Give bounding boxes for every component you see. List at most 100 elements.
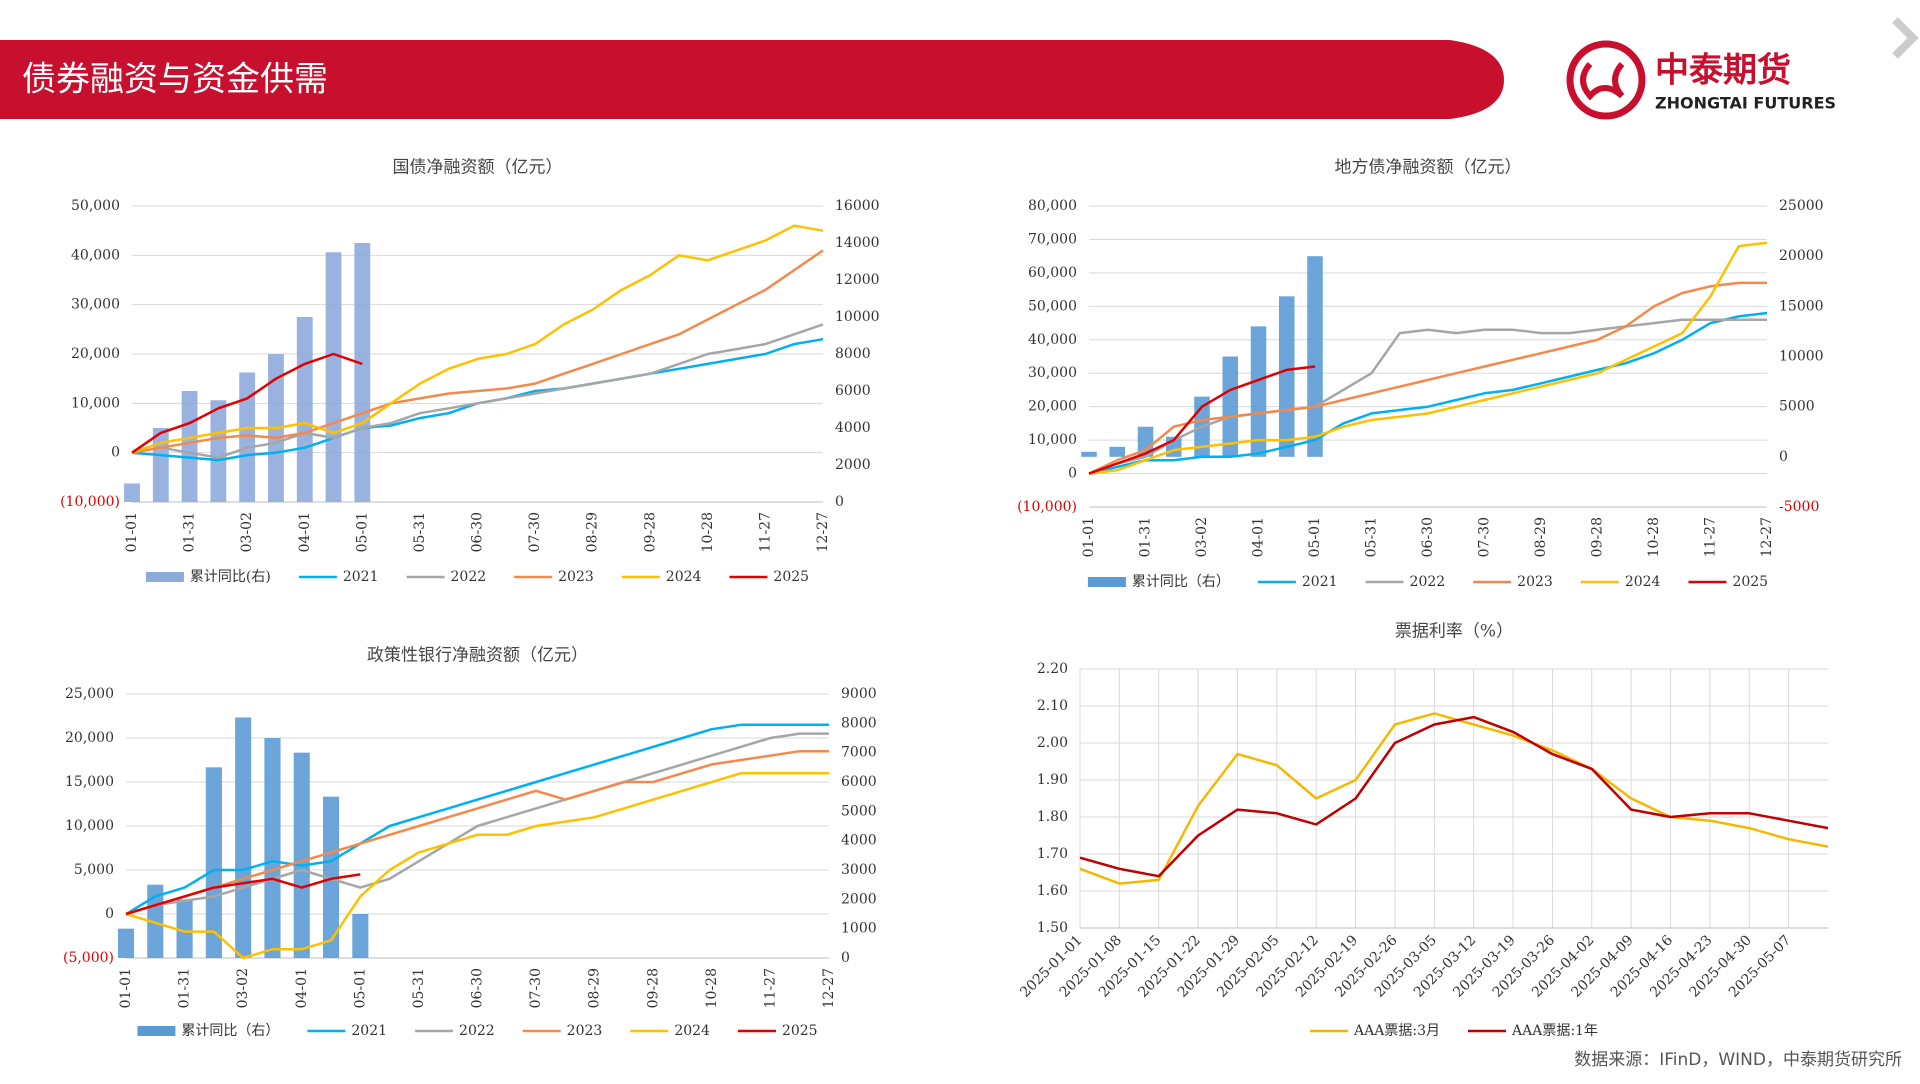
y-tick-label: (10,000) [60, 494, 120, 510]
legend: 累计同比（右） 2021 2022 2023 2024 2025 [1087, 574, 1768, 590]
y-tick-label: 50,000 [1028, 298, 1077, 314]
y-tick-label: 2.00 [1037, 735, 1068, 751]
legend-label: 2021 [343, 569, 379, 585]
y2-tick-label: 5000 [1779, 399, 1815, 415]
y-tick-label: (10,000) [1017, 499, 1077, 515]
legend-item: 2023 [1473, 574, 1553, 590]
y2-tick-label: 14000 [835, 235, 880, 251]
x-tick-label: 08-29 [1533, 517, 1549, 557]
y-tick-label: 25,000 [65, 686, 114, 702]
header-banner [0, 40, 1504, 119]
x-tick-label: 05-01 [1307, 517, 1323, 557]
y-tick-label: 50,000 [71, 198, 120, 214]
bar [1081, 451, 1097, 457]
x-tick-label: 09-28 [1590, 517, 1606, 557]
x-tick-label: 07-30 [528, 968, 544, 1008]
logo-mark [1580, 62, 1625, 101]
series-line [1088, 281, 1767, 475]
x-tick-label: 05-31 [411, 968, 427, 1008]
x-tick-label: 09-28 [642, 512, 658, 552]
y-tick-label: 0 [111, 445, 120, 461]
y-tick-label: 1.80 [1037, 809, 1068, 825]
x-tick-label: 12-27 [821, 968, 837, 1008]
y2-tick-label: 10000 [835, 309, 880, 325]
y-tick-label: 80,000 [1028, 198, 1077, 214]
x-tick-label: 07-30 [527, 512, 543, 552]
legend-item: 2023 [514, 569, 594, 585]
x-tick-label: 03-02 [239, 512, 255, 552]
y2-tick-label: 2000 [835, 457, 871, 473]
bar [296, 317, 313, 502]
y2-tick-label: 10000 [1779, 349, 1824, 365]
x-tick-label: 11-27 [1703, 517, 1719, 557]
y-tick-label: 30,000 [71, 297, 120, 313]
bar [354, 243, 371, 502]
series-line [1088, 311, 1768, 475]
bar [210, 400, 227, 502]
series-line [125, 732, 829, 916]
legend-item: 2024 [1580, 574, 1661, 590]
bar [152, 428, 169, 502]
x-tick-label: 05-01 [354, 512, 370, 552]
legend-label: 累计同比(右) [190, 569, 271, 585]
y-tick-label: 10,000 [71, 395, 120, 411]
y2-tick-label: 7000 [841, 745, 877, 761]
x-tick-label: 06-30 [1420, 517, 1436, 557]
legend-label: 2023 [558, 569, 594, 585]
bar [325, 252, 342, 502]
x-tick-label: 01-01 [118, 968, 134, 1008]
legend-item: 累计同比（右） [1087, 574, 1230, 590]
bar [235, 717, 252, 958]
y-tick-label: 30,000 [1028, 365, 1077, 381]
bar [1278, 296, 1295, 457]
y-tick-label: 1.50 [1037, 920, 1068, 936]
x-tick-label: 06-30 [470, 512, 486, 552]
legend-item: 2021 [307, 1023, 387, 1039]
x-tick-label: 05-31 [412, 512, 428, 552]
logo-ring [1566, 40, 1646, 120]
x-tick-label: 01-01 [1081, 517, 1097, 557]
x-tick-label: 11-27 [757, 512, 773, 552]
legend-item: AAA票据:1年 [1468, 1023, 1598, 1039]
y2-tick-label: 16000 [835, 198, 880, 214]
y-tick-label: 70,000 [1028, 231, 1077, 247]
y-tick-label: 5,000 [74, 862, 114, 878]
legend-label: 2023 [1517, 574, 1553, 590]
legend-label: 2025 [1732, 574, 1768, 590]
x-tick-label: 08-29 [587, 968, 603, 1008]
x-tick-label: 01-01 [124, 512, 140, 552]
legend-label: 2022 [451, 569, 487, 585]
legend-label: 2024 [674, 1023, 710, 1039]
y2-tick-label: 9000 [841, 686, 877, 702]
series-line [125, 873, 361, 916]
y-tick-label: 20,000 [71, 346, 120, 362]
legend-swatch [1087, 577, 1126, 587]
x-tick-label: 10-28 [1646, 517, 1662, 557]
legend: 累计同比(右) 2021 2022 2023 2024 2025 [145, 569, 809, 585]
y-tick-label: 2.20 [1037, 661, 1068, 677]
logo-name: 中泰期货 [1655, 51, 1791, 91]
series-line [131, 352, 363, 454]
bar [181, 391, 198, 502]
series-line [131, 224, 824, 454]
x-tick-label: 09-28 [645, 968, 661, 1008]
legend: 累计同比（右） 2021 2022 2023 2024 2025 [137, 1023, 818, 1039]
legend-item: 2024 [630, 1023, 710, 1039]
legend-label: 2025 [773, 569, 809, 585]
legend-label: 2022 [459, 1023, 495, 1039]
y2-tick-label: 6000 [835, 383, 871, 399]
y-tick-label: 15,000 [65, 774, 114, 790]
legend-item: AAA票据:3月 [1310, 1023, 1440, 1039]
y2-tick-label: 8000 [835, 346, 871, 362]
y2-tick-label: 15000 [1779, 298, 1824, 314]
bar [352, 914, 369, 958]
y2-tick-label: 4000 [835, 420, 871, 436]
x-tick-label: 10-28 [704, 968, 720, 1008]
legend-label: AAA票据:3月 [1353, 1023, 1440, 1039]
series-line [131, 249, 824, 454]
x-tick-label: 01-31 [177, 968, 193, 1008]
bar [1109, 446, 1126, 457]
x-tick-label: 06-30 [470, 968, 486, 1008]
legend-label: 2021 [1302, 574, 1338, 590]
